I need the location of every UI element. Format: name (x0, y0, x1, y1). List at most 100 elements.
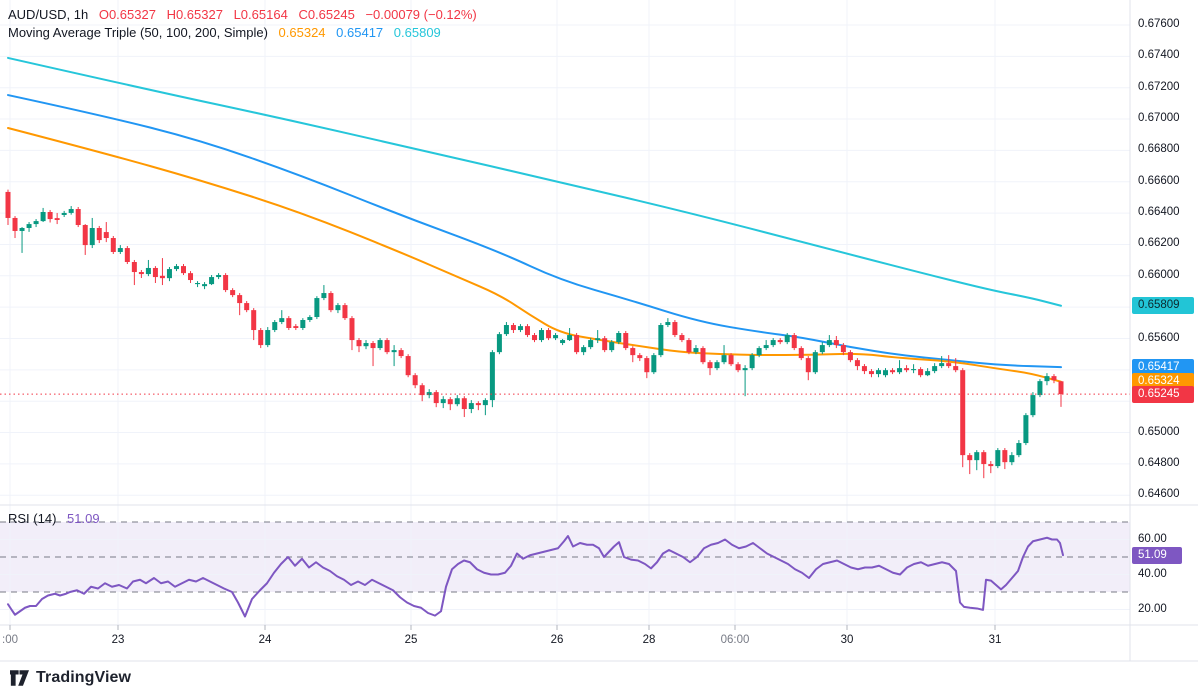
candle-body (117, 248, 123, 252)
price-axis-label: 0.66400 (1138, 206, 1180, 219)
candle-body (595, 338, 601, 341)
candle-body (524, 326, 530, 336)
candle-body (861, 366, 867, 372)
candle-body (574, 335, 580, 353)
candle-body (904, 368, 910, 371)
candle-body (623, 333, 629, 349)
candle-body (300, 320, 306, 328)
candle-body (503, 325, 509, 335)
symbol-title[interactable]: AUD/USD, 1h (8, 7, 89, 22)
price-axis-label: 0.67000 (1138, 112, 1180, 125)
rsi-line (7, 535, 1064, 618)
candle-body (258, 330, 264, 346)
candle-body (791, 335, 797, 349)
candle-body (981, 452, 987, 465)
candle-body (932, 366, 938, 372)
price-axis-label: 0.64800 (1138, 456, 1180, 469)
low-value: L0.65164 (233, 7, 288, 22)
ma-legend[interactable]: Moving Average Triple (50, 100, 200, Sim… (8, 25, 448, 40)
candle-body (510, 325, 516, 331)
rsi-legend[interactable]: RSI (14) 51.09 (8, 511, 100, 526)
candle-body (988, 464, 994, 467)
rsi-axis-label: 40.00 (1138, 567, 1167, 580)
candle-body (419, 385, 425, 396)
sma100-value: 0.65417 (336, 25, 384, 40)
time-axis[interactable]: :00 23 24 25 26 28 06:00 30 31 (0, 625, 1130, 661)
candle-body (721, 355, 727, 363)
candle-body (532, 335, 537, 341)
candle-body (995, 450, 1001, 467)
candle-body (609, 342, 615, 351)
candle-body (735, 364, 741, 371)
sma200-value: 0.65809 (393, 25, 441, 40)
price-axis-label: 0.66800 (1138, 143, 1180, 156)
ma-indicator-title[interactable]: Moving Average Triple (50, 100, 200, Sim… (8, 25, 268, 40)
candle-body (349, 318, 355, 341)
candle-body (560, 340, 566, 344)
time-axis-label: 24 (258, 634, 272, 646)
candle-body (138, 272, 144, 275)
candle-body (1002, 450, 1008, 463)
time-axis-label: 06:00 (720, 634, 750, 646)
candle-body (40, 212, 46, 222)
candle-body (890, 370, 896, 373)
price-axis[interactable]: 0.67600 0.67400 0.67200 0.67000 0.66800 0.666… (1131, 0, 1198, 661)
candle-body (335, 305, 341, 311)
candle-body (405, 356, 411, 376)
time-axis-label: :00 (2, 634, 18, 646)
candle-body (1009, 455, 1015, 463)
rsi-value: 51.09 (67, 511, 100, 526)
rsi-indicator-title[interactable]: RSI (14) (8, 511, 57, 526)
candle-body (321, 293, 327, 299)
candle-body (693, 348, 699, 353)
candle-body (173, 266, 179, 270)
candle-body (546, 330, 552, 339)
candle-body (145, 267, 151, 275)
price-axis-label: 0.65600 (1138, 331, 1180, 344)
candle-body (1023, 415, 1029, 444)
price-axis-label: 0.66000 (1138, 268, 1180, 281)
candle-body (742, 368, 748, 371)
change-value: −0.00079 (−0.12%) (365, 7, 477, 22)
candle-body (230, 290, 236, 296)
candle-body (475, 403, 481, 406)
candle-body (489, 352, 495, 401)
tradingview-logo-icon (10, 670, 29, 686)
candle-body (223, 275, 229, 291)
price-badge: 0.65809 (1132, 297, 1194, 315)
candle-body (665, 322, 671, 326)
candle-body (159, 275, 165, 279)
candle-body (553, 335, 559, 339)
candle-body (1051, 376, 1057, 381)
candle-body (658, 325, 664, 356)
candle-body (440, 399, 446, 404)
tradingview-logo[interactable]: TradingView (10, 669, 131, 687)
candle-body (756, 348, 762, 356)
symbol-legend[interactable]: AUD/USD, 1h O0.65327 H0.65327 L0.65164 C… (8, 7, 484, 22)
sma50-value: 0.65324 (278, 25, 326, 40)
candle-body (1030, 395, 1036, 416)
candle-body (54, 218, 60, 220)
candle-body (47, 212, 53, 220)
rsi-axis-label: 60.00 (1138, 532, 1167, 545)
candle-body (651, 355, 657, 373)
sma100-line (7, 94, 1062, 369)
candle-body (370, 343, 376, 349)
sma200-line (7, 56, 1062, 307)
candle-body (307, 317, 313, 321)
candle-body (602, 338, 608, 351)
candle-body (124, 248, 130, 263)
candle-body (391, 350, 397, 353)
candle-body (1044, 376, 1050, 382)
candle-body (188, 273, 194, 281)
candle-body (840, 345, 846, 353)
candle-body (181, 266, 186, 274)
price-axis-label: 0.64600 (1138, 488, 1180, 501)
time-axis-label: 26 (550, 634, 564, 646)
candle-body (202, 284, 208, 287)
candle-body (82, 225, 88, 246)
time-axis-label: 31 (988, 634, 1002, 646)
open-value: O0.65327 (98, 7, 156, 22)
price-axis-label: 0.66600 (1138, 174, 1180, 187)
